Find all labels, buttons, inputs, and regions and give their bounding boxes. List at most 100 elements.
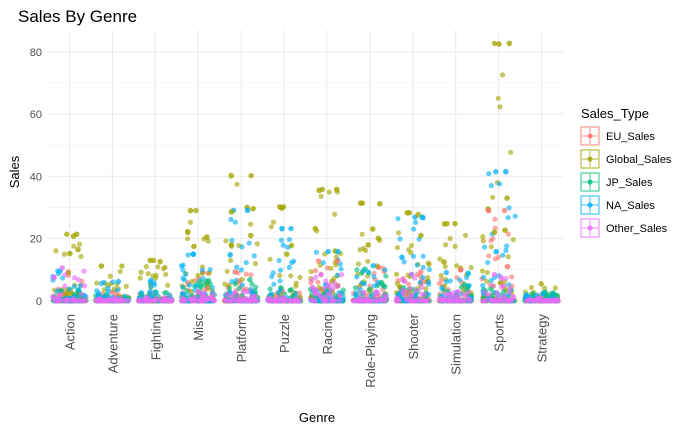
point-eu-sales	[501, 207, 508, 214]
point-na-sales	[178, 263, 185, 269]
point-na-sales	[180, 284, 186, 290]
x-tick-label: Sports	[492, 314, 507, 352]
point-global-sales	[288, 273, 294, 279]
point-na-sales	[229, 279, 235, 285]
point-na-sales	[420, 264, 426, 270]
x-tick-label: Puzzle	[277, 314, 292, 353]
points-layer	[50, 40, 561, 304]
point-global-sales	[454, 263, 460, 269]
point-global-sales	[328, 265, 334, 271]
point-eu-sales	[248, 272, 254, 278]
point-global-sales	[408, 250, 414, 256]
point-na-sales	[503, 168, 509, 175]
point-other-sales	[287, 298, 293, 304]
point-jp-sales	[184, 288, 190, 294]
point-global-sales	[279, 205, 285, 211]
point-other-sales	[266, 297, 273, 303]
point-other-sales	[253, 298, 259, 304]
point-global-sales	[283, 251, 290, 257]
point-global-sales	[332, 211, 338, 217]
point-other-sales	[125, 298, 131, 304]
point-jp-sales	[461, 281, 468, 288]
point-na-sales	[227, 252, 233, 258]
point-global-sales	[333, 186, 340, 193]
point-eu-sales	[508, 274, 515, 280]
y-tick-label: 40	[30, 171, 42, 183]
point-global-sales	[506, 40, 513, 47]
point-eu-sales	[315, 258, 322, 264]
point-na-sales	[114, 287, 120, 293]
point-na-sales	[447, 278, 453, 284]
point-global-sales	[504, 195, 510, 201]
point-other-sales	[313, 274, 319, 280]
point-other-sales	[409, 298, 415, 304]
point-na-sales	[184, 292, 190, 298]
legend-key-point	[587, 156, 593, 162]
point-na-sales	[153, 290, 159, 296]
point-global-sales	[510, 237, 516, 243]
point-global-sales	[107, 273, 113, 279]
point-na-sales	[244, 207, 251, 214]
point-jp-sales	[162, 290, 168, 296]
point-global-sales	[228, 257, 234, 263]
point-global-sales	[248, 173, 254, 179]
point-other-sales	[71, 275, 78, 281]
point-global-sales	[94, 280, 100, 286]
point-global-sales	[119, 263, 125, 269]
point-global-sales	[438, 272, 444, 279]
point-global-sales	[452, 243, 458, 250]
point-global-sales	[480, 238, 486, 244]
point-other-sales	[419, 291, 425, 297]
point-other-sales	[350, 298, 356, 304]
y-tick-label: 60	[30, 109, 42, 121]
point-global-sales	[160, 266, 167, 272]
point-na-sales	[439, 285, 445, 291]
point-na-sales	[110, 279, 116, 285]
point-other-sales	[450, 289, 457, 296]
x-tick-label: Misc	[191, 314, 206, 341]
point-global-sales	[98, 263, 105, 269]
point-other-sales	[113, 295, 119, 301]
point-other-sales	[396, 298, 402, 304]
point-other-sales	[272, 298, 278, 304]
point-na-sales	[325, 248, 331, 255]
legend-item-eu-sales: EU_Sales	[580, 126, 655, 146]
point-na-sales	[293, 290, 299, 296]
point-other-sales	[329, 293, 335, 299]
point-other-sales	[422, 298, 428, 304]
x-tick-label: Role-Playing	[363, 314, 378, 388]
point-na-sales	[286, 264, 292, 270]
point-other-sales	[82, 298, 88, 304]
x-tick-label: Shooter	[406, 313, 421, 359]
point-other-sales	[62, 272, 68, 278]
point-na-sales	[426, 279, 432, 285]
point-other-sales	[330, 298, 336, 304]
point-other-sales	[530, 297, 536, 303]
point-global-sales	[247, 232, 254, 239]
point-other-sales	[240, 296, 246, 302]
point-na-sales	[77, 282, 84, 289]
point-other-sales	[200, 298, 206, 304]
point-other-sales	[195, 298, 202, 304]
point-na-sales	[466, 282, 472, 289]
point-global-sales	[247, 221, 254, 227]
point-other-sales	[438, 297, 445, 303]
point-na-sales	[443, 269, 450, 276]
point-global-sales	[155, 264, 161, 270]
point-na-sales	[180, 267, 186, 273]
point-eu-sales	[418, 269, 424, 275]
point-na-sales	[368, 293, 374, 299]
point-other-sales	[337, 298, 343, 304]
point-other-sales	[144, 295, 150, 302]
point-global-sales	[61, 251, 68, 257]
point-eu-sales	[296, 290, 303, 296]
point-na-sales	[410, 253, 417, 259]
point-global-sales	[499, 72, 506, 78]
point-other-sales	[276, 295, 282, 301]
legend-label: JP_Sales	[606, 177, 653, 189]
point-other-sales	[337, 292, 343, 299]
point-na-sales	[360, 268, 366, 274]
point-na-sales	[284, 244, 291, 250]
